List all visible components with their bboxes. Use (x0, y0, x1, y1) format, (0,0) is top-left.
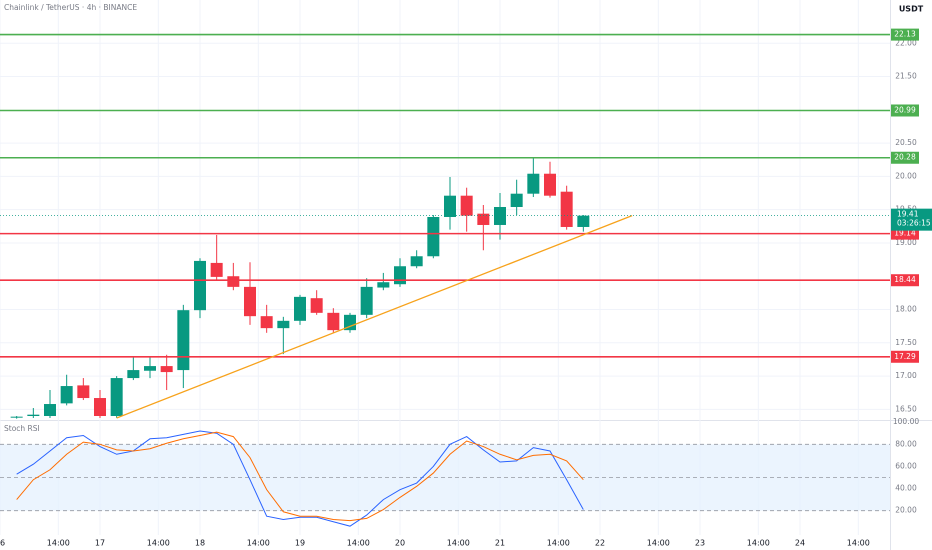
currency: USDT (899, 5, 924, 14)
last-price-bg (891, 208, 932, 231)
y-tick-label: 20.00 (895, 506, 917, 515)
candle-body (544, 173, 556, 196)
x-tick-label: 16 (0, 539, 5, 548)
chart-title: Chainlink / TetherUS · 4h · BINANCE (4, 3, 137, 12)
candle-body (244, 286, 256, 317)
candle-body (427, 216, 440, 257)
candle-body (160, 366, 173, 373)
level-label: 20.99 (894, 105, 916, 114)
candle-body (27, 414, 40, 417)
candle-body (410, 256, 423, 267)
candle-body (394, 266, 406, 285)
candle-body (494, 207, 506, 225)
candle-body (44, 404, 56, 417)
candle-body (344, 314, 356, 331)
y-tick-label: 19.00 (895, 238, 917, 247)
x-tick-label: 14:00 (347, 539, 370, 548)
y-tick-label: 20.50 (895, 138, 917, 147)
level-label-bg (891, 350, 919, 363)
y-tick-label: 20.00 (895, 171, 917, 180)
candle-body (310, 298, 323, 313)
candle-body (60, 386, 73, 404)
level-label-bg (891, 274, 919, 287)
candle-body (77, 385, 90, 399)
candle-body (210, 262, 223, 277)
level-label: 18.44 (894, 275, 916, 284)
level-label: 19.14 (894, 229, 916, 238)
y-tick-label: 22.00 (895, 38, 917, 47)
x-tick-label: 14:00 (147, 539, 170, 548)
x-tick-label: 23 (695, 539, 705, 548)
level-label-bg (891, 28, 919, 41)
x-tick-label: 21 (495, 539, 505, 548)
candle-body (560, 191, 573, 227)
candle-body (94, 398, 106, 417)
y-tick-label: 60.00 (895, 461, 917, 470)
candle-body (177, 310, 190, 371)
candle-body (127, 370, 140, 379)
y-tick-label: 100.00 (893, 417, 919, 426)
stoch-line (16, 431, 584, 522)
trendline (116, 215, 633, 419)
candle-body (327, 312, 340, 331)
x-tick-label: 14:00 (847, 539, 870, 548)
candle-body (577, 215, 590, 227)
x-tick-label: 24 (795, 539, 805, 548)
candle-body (110, 378, 123, 417)
y-tick-label: 16.50 (895, 404, 917, 413)
x-tick-label: 19 (295, 539, 305, 548)
candle-body (277, 320, 290, 329)
x-tick-label: 14:00 (547, 539, 570, 548)
candle-body (260, 316, 273, 329)
y-tick-label: 17.50 (895, 338, 917, 347)
candle-body (527, 173, 540, 194)
indicator-title: Stoch RSI (4, 424, 40, 433)
candle-body (194, 260, 206, 311)
candle-body (227, 276, 240, 287)
candle-body (477, 213, 490, 225)
countdown: 03:26:15 (897, 219, 931, 228)
x-tick-label: 14:00 (647, 539, 670, 548)
candle-body (510, 193, 523, 208)
stoch-line (16, 430, 584, 527)
x-tick-label: 18 (195, 539, 205, 548)
x-tick-label: 14:00 (47, 539, 70, 548)
x-tick-label: 17 (95, 539, 105, 548)
level-label-bg (891, 151, 919, 164)
x-tick-label: 14:00 (247, 539, 270, 548)
x-tick-label: 14:00 (447, 539, 470, 548)
y-tick-label: 18.00 (895, 305, 917, 314)
x-tick-label: 22 (595, 539, 605, 548)
y-tick-label: 17.00 (895, 371, 917, 380)
candle-body (444, 195, 456, 217)
candle-body (144, 366, 156, 371)
candle-body (294, 296, 306, 321)
y-tick-label: 80.00 (895, 439, 917, 448)
level-label: 17.29 (894, 352, 916, 361)
last-price-label: 19.41 (897, 210, 919, 219)
x-tick-label: 20 (395, 539, 405, 548)
x-tick-label: 14:00 (747, 539, 770, 548)
level-label: 22.13 (894, 30, 916, 39)
level-label: 20.28 (894, 153, 916, 162)
candle-body (460, 195, 473, 216)
candle-body (10, 416, 23, 418)
y-tick-label: 40.00 (895, 484, 917, 493)
level-label-bg (891, 104, 919, 117)
candle-body (377, 282, 390, 288)
candle-body (360, 286, 373, 315)
y-tick-label: 21.50 (895, 72, 917, 81)
